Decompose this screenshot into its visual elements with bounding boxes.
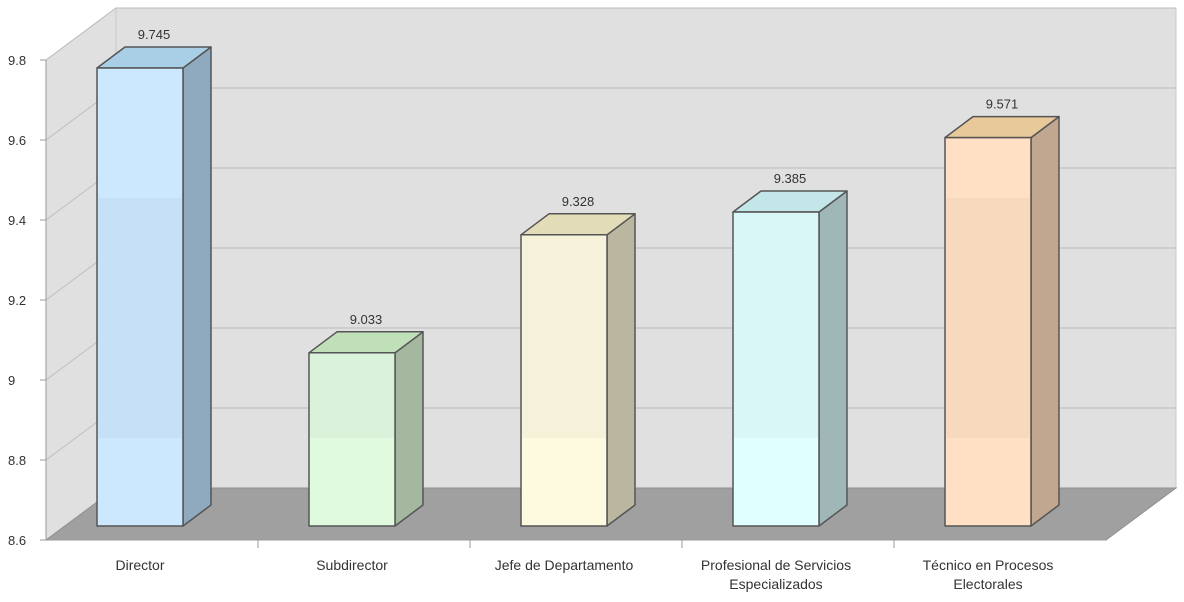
bar bbox=[520, 213, 636, 527]
x-tick-label: Técnico en Procesos bbox=[923, 557, 1054, 573]
x-tick-label: Subdirector bbox=[316, 557, 388, 573]
gridline-side bbox=[45, 7, 117, 61]
data-label: 9.328 bbox=[562, 194, 595, 209]
bar-shade bbox=[98, 198, 182, 438]
bar-side bbox=[818, 190, 848, 527]
x-tick-label: Jefe de Departamento bbox=[495, 557, 634, 573]
y-tick-label: 9.8 bbox=[8, 53, 26, 68]
x-tick-label: Director bbox=[115, 557, 164, 573]
y-tick-label: 9.4 bbox=[8, 213, 26, 228]
y-tick-label: 9.2 bbox=[8, 293, 26, 308]
bar-front bbox=[308, 352, 396, 527]
y-tick-label: 8.8 bbox=[8, 453, 26, 468]
bar bbox=[96, 46, 212, 527]
bar-side bbox=[182, 46, 212, 527]
x-tick-label: Especializados bbox=[729, 576, 822, 592]
bar-shade bbox=[522, 235, 606, 438]
data-label: 9.385 bbox=[774, 171, 807, 186]
y-tick-label: 8.6 bbox=[8, 533, 26, 548]
data-label: 9.033 bbox=[350, 312, 383, 327]
bar bbox=[944, 115, 1060, 527]
bar-shade bbox=[946, 198, 1030, 438]
bar-front bbox=[520, 234, 608, 527]
y-tick-label: 9.6 bbox=[8, 133, 26, 148]
y-axis-ticks: 8.6 8.8 9 9.2 9.4 9.6 9.8 bbox=[8, 53, 46, 548]
data-label: 9.571 bbox=[986, 97, 1019, 112]
x-tick-label: Profesional de Servicios bbox=[701, 557, 851, 573]
bar-front bbox=[732, 211, 820, 527]
bar bbox=[732, 190, 848, 527]
x-tick-label: Electorales bbox=[953, 576, 1022, 592]
bar-shade bbox=[310, 353, 394, 438]
data-label: 9.745 bbox=[138, 27, 171, 42]
bar-front bbox=[96, 67, 184, 527]
x-axis: Director Subdirector Jefe de Departamento P… bbox=[45, 60, 1106, 592]
data-labels: 9.745 9.033 9.328 9.385 9.571 bbox=[138, 27, 1019, 327]
bars bbox=[96, 46, 1060, 527]
bar-front bbox=[944, 136, 1032, 527]
bar bbox=[308, 331, 424, 527]
bar-side bbox=[1030, 115, 1060, 527]
y-tick-label: 9 bbox=[8, 373, 15, 388]
bar-side bbox=[606, 213, 636, 527]
bar-side bbox=[394, 331, 424, 527]
bar-shade bbox=[734, 212, 818, 438]
